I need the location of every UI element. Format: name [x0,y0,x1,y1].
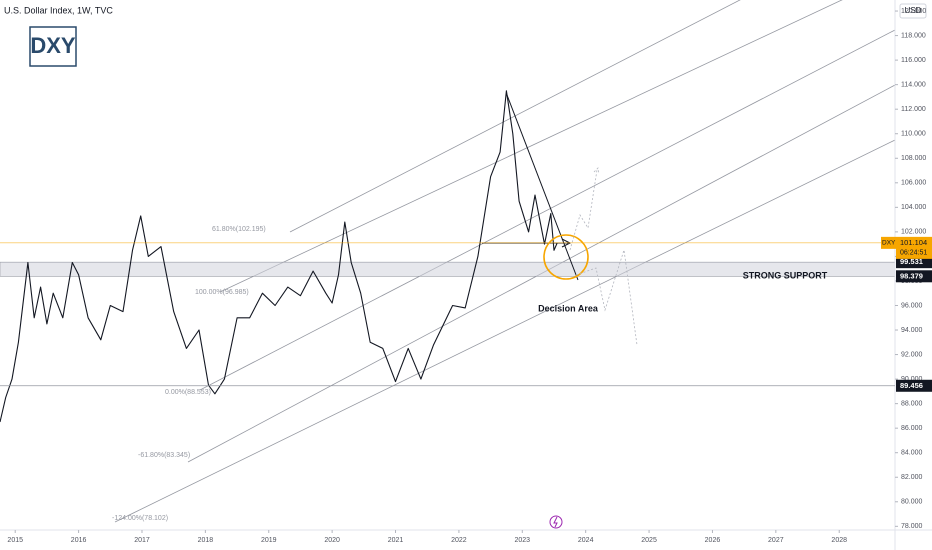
level-tag-label: 98.379 [900,271,923,280]
x-tick-label: 2027 [768,537,784,544]
x-tick-label: 2020 [324,537,340,544]
x-tick-label: 2019 [261,537,277,544]
y-tick-label: 80.000 [901,499,923,506]
y-tick-label: 102.000 [901,229,926,236]
x-tick-label: 2018 [198,537,214,544]
decision-label: Decision Area [538,303,599,313]
level-tag-label: 99.531 [900,257,923,266]
last-price-label: 101.104 [900,238,927,247]
x-tick-label: 2028 [831,537,847,544]
y-tick-label: 84.000 [901,450,923,457]
y-tick-label: 94.000 [901,327,923,334]
fib-label: -124.00%(78.102) [112,515,168,522]
y-tick-label: 118.000 [901,32,926,39]
y-tick-label: 90.000 [901,376,923,383]
fib-label: 0.00%(88.553) [165,389,211,396]
level-tag [896,270,932,283]
y-tick-label: 88.000 [901,400,923,407]
y-tick-label: 112.000 [901,106,926,113]
y-tick-label: 114.000 [901,81,926,88]
level-tag [896,379,932,392]
currency: USD [905,6,922,15]
y-tick-label: 96.000 [901,302,923,309]
x-tick-label: 2017 [134,537,150,544]
y-tick-label: 110.000 [901,131,926,138]
y-tick-label: 86.000 [901,425,923,432]
chart-title: U.S. Dollar Index, 1W, TVC [4,5,113,15]
support-label: STRONG SUPPORT [743,270,828,280]
x-tick-label: 2015 [7,537,23,544]
x-tick-label: 2025 [641,537,657,544]
fib-channel [114,0,895,523]
x-tick-label: 2023 [515,537,531,544]
level-tag-label: 89.456 [900,381,923,390]
symbol-tag [881,236,896,249]
x-tick-label: 2022 [451,537,467,544]
y-tick-label: 106.000 [901,180,926,187]
y-tick-label: 116.000 [901,57,926,64]
fib-label: 100.00%(96.985) [195,289,249,296]
x-tick-label: 2021 [388,537,404,544]
y-tick-label: 120.000 [901,8,926,15]
x-tick-label: 2026 [705,537,721,544]
x-tick-label: 2024 [578,537,594,544]
last-price-tag [896,236,932,259]
y-tick-label: 108.000 [901,155,926,162]
y-tick-label: 104.000 [901,204,926,211]
y-tick-label: 82.000 [901,474,923,481]
symbol-tag-label: DXY [882,240,896,247]
price-line [0,90,558,423]
y-tick-label: 92.000 [901,351,923,358]
y-tick-label: 78.000 [901,523,923,530]
fib-label: 61.80%(102.195) [212,226,266,233]
countdown: 06:24:51 [900,250,927,257]
level-tag [896,256,932,269]
symbol-logo: DXY [30,33,76,58]
x-tick-label: 2016 [71,537,87,544]
fib-label: -61.80%(83.345) [138,452,190,459]
